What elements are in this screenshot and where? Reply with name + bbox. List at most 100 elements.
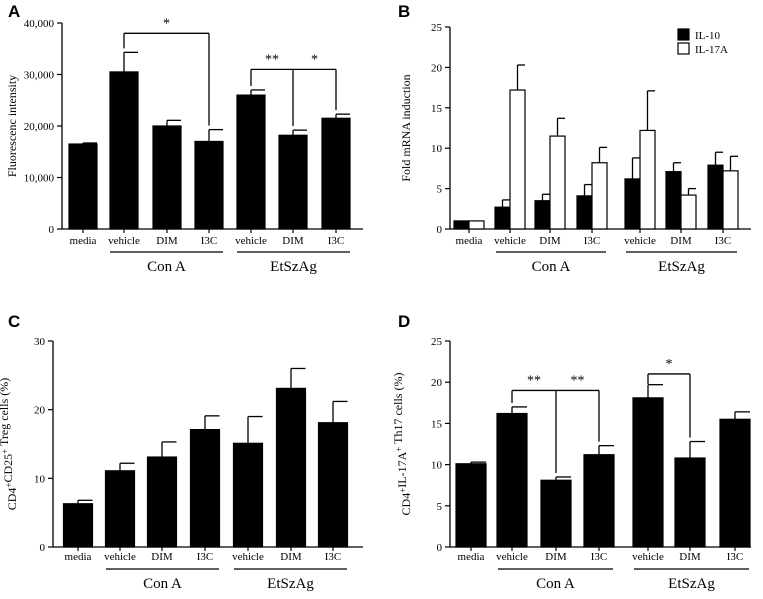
y-axis-label-part: IL-17A [395, 451, 409, 487]
x-tick-label: vehicle [232, 551, 264, 563]
y-axis-label: Fluorescenc intensity [5, 75, 19, 177]
bar-th17-cells [583, 454, 615, 548]
y-axis-label: Fold mRNA induction [399, 74, 413, 181]
y-tick-label: 5 [437, 184, 443, 196]
y-tick-label: 0 [49, 224, 55, 236]
bar-il-10 [707, 164, 724, 230]
x-tick-label: vehicle [496, 551, 528, 563]
legend-swatch [677, 42, 690, 55]
x-tick-label: vehicle [632, 551, 664, 563]
significance-label: ** [265, 52, 279, 67]
bar-fluorescenc-intensity [152, 125, 182, 230]
y-axis-label-part: Fold mRNA induction [399, 74, 413, 181]
group-label: EtSzAg [668, 576, 715, 592]
bar-il-10 [494, 206, 511, 230]
bar-fluorescenc-intensity [278, 134, 308, 230]
legend-label: IL-10 [695, 30, 721, 42]
x-tick-label: DIM [151, 551, 173, 563]
significance-label: * [163, 16, 170, 31]
y-tick-label: 0 [437, 224, 443, 236]
bar-treg-cells [146, 456, 178, 548]
x-tick-label: I3C [591, 551, 608, 563]
y-axis-label-part: Treg cells (%) [0, 378, 11, 449]
bar-th17-cells [719, 418, 751, 548]
x-tick-label: DIM [545, 551, 567, 563]
x-tick-label: DIM [670, 235, 692, 247]
x-tick-label: media [456, 235, 483, 247]
y-axis-label-part: CD4 [5, 488, 19, 511]
bar-th17-cells [455, 463, 487, 548]
significance-label: * [666, 357, 673, 372]
group-label: Con A [147, 259, 186, 275]
significance-label: * [311, 52, 318, 67]
bar-il-10 [624, 178, 641, 230]
x-tick-label: DIM [280, 551, 302, 563]
bar-treg-cells [317, 422, 349, 548]
group-label: Con A [143, 576, 182, 592]
x-tick-label: I3C [727, 551, 744, 563]
x-tick-label: media [65, 551, 92, 563]
y-axis-label: CD4+IL-17A+ Th17 cells (%) [391, 373, 413, 516]
y-tick-label: 30 [34, 336, 46, 348]
bar-il-17a [509, 89, 526, 230]
panel-letter: B [398, 2, 410, 21]
x-tick-label: DIM [282, 235, 304, 247]
x-tick-label: vehicle [494, 235, 526, 247]
x-tick-label: media [70, 235, 97, 247]
y-tick-label: 20 [34, 405, 46, 417]
x-tick-label: I3C [197, 551, 214, 563]
bar-il-17a [639, 129, 656, 230]
panel-b: B 0 5 10 15 20 25 Fold mRNA induction media vehic… [398, 2, 751, 275]
x-tick-label: I3C [201, 235, 218, 247]
bar-fluorescenc-intensity [109, 71, 139, 230]
y-tick-label: 15 [431, 103, 443, 115]
x-tick-label: DIM [539, 235, 561, 247]
y-axis-label-part: Th17 cells (%) [391, 373, 405, 447]
x-tick-label: DIM [156, 235, 178, 247]
y-axis-label-part: CD4 [399, 493, 413, 516]
bar-il-10 [576, 195, 593, 230]
bar-fluorescenc-intensity [194, 140, 224, 230]
significance-label: ** [571, 373, 585, 388]
bar-th17-cells [540, 479, 572, 548]
y-tick-label: 10 [431, 460, 443, 472]
group-label: Con A [532, 259, 571, 275]
bar-fluorescenc-intensity [321, 117, 351, 230]
y-axis-label: CD4+CD25+ Treg cells (%) [0, 378, 19, 511]
group-label: Con A [536, 576, 575, 592]
bar-treg-cells [62, 503, 94, 548]
y-tick-label: 15 [431, 418, 443, 430]
y-axis-label-part: CD25 [1, 454, 15, 483]
x-tick-label: vehicle [624, 235, 656, 247]
y-tick-label: 25 [431, 22, 443, 34]
y-axis-label-part: + [0, 449, 10, 454]
bar-th17-cells [496, 412, 528, 548]
x-tick-label: media [458, 551, 485, 563]
bar-treg-cells [189, 428, 221, 548]
bar-th17-cells [674, 457, 706, 548]
y-axis-label-part: + [398, 488, 408, 493]
y-tick-label: 20 [431, 62, 443, 74]
panel-letter: A [8, 2, 20, 21]
y-tick-label: 0 [40, 542, 46, 554]
bar-treg-cells [104, 470, 136, 548]
panel-a: A 0 10,000 20,000 30,000 40,000 Fluorescenc in… [5, 2, 363, 275]
x-tick-label: I3C [584, 235, 601, 247]
x-tick-label: I3C [328, 235, 345, 247]
bar-treg-cells [232, 442, 264, 548]
panel-letter: C [8, 312, 20, 331]
y-tick-label: 30,000 [24, 70, 55, 82]
y-axis-label-part: + [4, 483, 14, 488]
bar-treg-cells [275, 387, 307, 548]
y-tick-label: 10,000 [24, 173, 55, 185]
x-tick-label: vehicle [104, 551, 136, 563]
bar-fluorescenc-intensity [236, 94, 266, 230]
significance-label: ** [527, 373, 541, 388]
bar-il-17a [549, 135, 566, 230]
y-tick-label: 20 [431, 377, 443, 389]
bar-th17-cells [632, 397, 664, 548]
bar-il-17a [591, 162, 608, 230]
